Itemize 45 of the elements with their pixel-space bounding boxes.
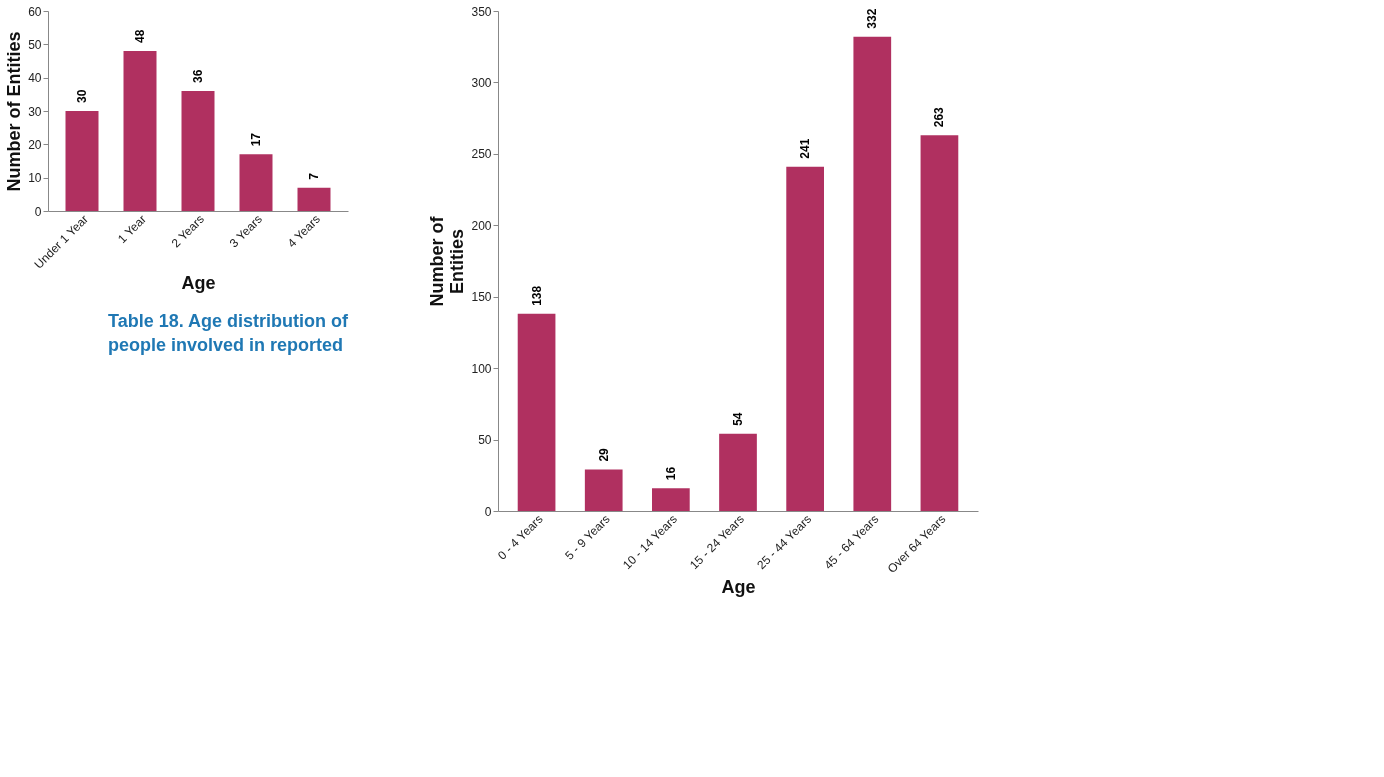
y-tick-label: 10 bbox=[28, 171, 42, 186]
data-label: 17 bbox=[249, 132, 263, 147]
x-axis-title: Age bbox=[721, 577, 756, 598]
y-tick-label: 20 bbox=[28, 137, 42, 152]
bar bbox=[920, 135, 959, 511]
bar bbox=[297, 187, 331, 211]
y-tick-label: 350 bbox=[471, 4, 492, 19]
y-tick-label: 300 bbox=[471, 75, 492, 90]
y-tick-label: 50 bbox=[478, 433, 492, 448]
y-tick-label: 60 bbox=[28, 4, 42, 19]
y-axis-title: Number of Entities bbox=[4, 31, 25, 192]
x-axis-title: Age bbox=[181, 272, 216, 293]
data-label: 263 bbox=[932, 106, 947, 128]
data-label: 332 bbox=[865, 8, 880, 29]
data-label: 48 bbox=[133, 29, 147, 43]
bar bbox=[652, 488, 690, 511]
y-tick-label: 200 bbox=[471, 218, 492, 233]
bar bbox=[786, 166, 824, 511]
bar bbox=[517, 313, 556, 511]
y-tick-label: 50 bbox=[28, 37, 42, 52]
bar bbox=[719, 433, 757, 511]
caption: Table 18. Age distribution of people involved in reported bbox=[108, 311, 350, 355]
y-tick-label: 150 bbox=[471, 290, 492, 305]
data-label: 29 bbox=[596, 447, 611, 462]
y-axis-title: Number of Entities bbox=[427, 215, 468, 307]
bar bbox=[181, 91, 215, 211]
bar bbox=[853, 36, 892, 511]
y-tick-label: 40 bbox=[28, 71, 42, 86]
data-label: 7 bbox=[307, 172, 321, 180]
bar bbox=[584, 469, 623, 511]
y-tick-label: 100 bbox=[471, 361, 492, 376]
y-tick-label: 30 bbox=[28, 104, 42, 119]
bar bbox=[239, 154, 273, 211]
data-label: 30 bbox=[75, 89, 89, 103]
bar bbox=[65, 111, 99, 211]
bar bbox=[123, 51, 157, 211]
x-tick-label: 1 Year bbox=[115, 212, 149, 247]
data-label: 36 bbox=[191, 69, 205, 83]
y-tick-label: 250 bbox=[471, 147, 492, 162]
y-tick-label: 0 bbox=[34, 204, 42, 219]
data-label: 16 bbox=[663, 466, 678, 481]
data-label: 54 bbox=[731, 412, 745, 426]
y-tick-label: 0 bbox=[484, 504, 492, 519]
data-label: 241 bbox=[798, 138, 813, 159]
data-label: 138 bbox=[529, 285, 544, 306]
